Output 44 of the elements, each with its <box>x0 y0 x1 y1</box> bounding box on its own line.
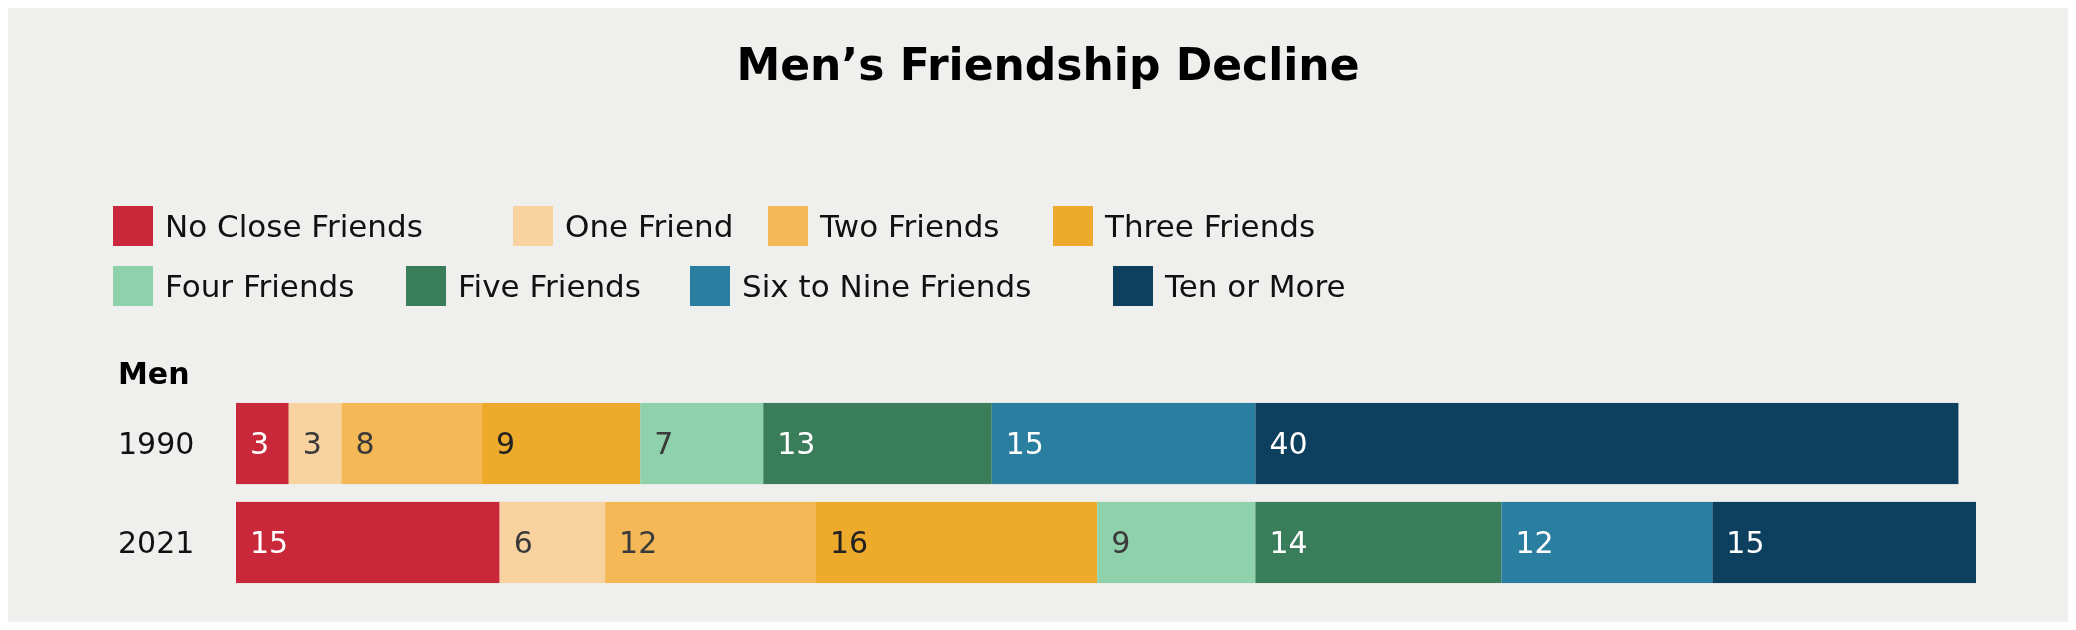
data-label: 15 <box>1726 524 1765 560</box>
legend-label: Five Friends <box>458 267 641 304</box>
legend-label: Six to Nine Friends <box>742 267 1032 304</box>
legend-label: Two Friends <box>819 207 1000 244</box>
data-label: 12 <box>619 524 658 560</box>
data-label: 13 <box>777 426 816 462</box>
chart-title: Men’s Friendship Decline <box>736 39 1360 90</box>
legend-label: One Friend <box>565 207 734 244</box>
data-label: 9 <box>1111 524 1131 560</box>
legend-label: No Close Friends <box>165 207 423 244</box>
data-label: 15 <box>1005 426 1044 462</box>
data-label: 6 <box>513 524 533 560</box>
data-label: 15 <box>250 524 289 560</box>
data-label: 7 <box>654 426 674 462</box>
y-tick-label: 2021 <box>118 524 195 560</box>
bar <box>1097 501 1256 584</box>
data-label: 9 <box>496 426 516 462</box>
bar <box>482 402 641 485</box>
y-axis-title: Men <box>118 355 190 391</box>
bar <box>236 402 289 485</box>
bar <box>991 402 1256 485</box>
bar <box>236 501 500 584</box>
bar <box>1255 402 1959 485</box>
bar <box>1712 501 1976 584</box>
legend-label: Three Friends <box>1104 207 1316 244</box>
bar <box>605 501 816 584</box>
bar <box>640 402 764 485</box>
data-label: 12 <box>1515 524 1554 560</box>
legend-label: Four Friends <box>165 267 355 304</box>
data-label: 8 <box>355 426 375 462</box>
bar <box>1501 501 1713 584</box>
data-label: 3 <box>302 426 322 462</box>
data-label: 14 <box>1269 524 1308 560</box>
bar <box>1255 501 1502 584</box>
bar <box>341 402 483 485</box>
bar <box>499 501 606 584</box>
data-label: 40 <box>1269 426 1308 462</box>
y-tick-label: 1990 <box>118 426 195 462</box>
data-label: 16 <box>830 524 869 560</box>
data-label: 3 <box>250 426 270 462</box>
bar <box>288 402 342 485</box>
legend-label: Ten or More <box>1164 267 1346 304</box>
bar <box>763 402 992 485</box>
bar <box>816 501 1098 584</box>
